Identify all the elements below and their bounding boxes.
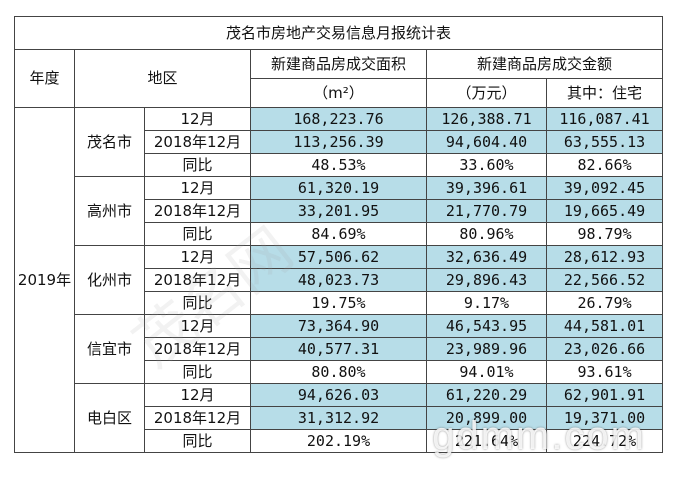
area-cell: 73,364.90 bbox=[250, 314, 427, 338]
residential-cell: 22,566.52 bbox=[545, 268, 664, 292]
amount-cell: 39,396.61 bbox=[426, 176, 547, 200]
table-row: 2019年 茂名市 12月 168,223.76 126,388.71 116,087.4… bbox=[14, 107, 664, 453]
amount-cell: 221.64% bbox=[426, 429, 547, 453]
period-cell: 2018年12月 bbox=[144, 337, 251, 361]
table-title: 茂名市房地产交易信息月报统计表 bbox=[13, 16, 664, 50]
table-row: 同比 202.19% 221.64% 224.72% bbox=[15, 429, 664, 453]
year-cell: 2019年 bbox=[14, 107, 75, 453]
header-residential: 其中：住宅 bbox=[545, 78, 664, 108]
residential-cell: 116,087.41 bbox=[545, 107, 664, 131]
period-cell: 2018年12月 bbox=[144, 268, 251, 292]
residential-cell: 23,026.66 bbox=[545, 337, 664, 361]
area-cell: 48.53% bbox=[250, 153, 427, 177]
residential-cell: 224.72% bbox=[545, 429, 664, 453]
table-row: 2018年12月 40,577.31 23,989.96 23,026.66 bbox=[15, 337, 664, 361]
period-cell: 2018年12月 bbox=[144, 406, 251, 430]
header-amount: 新建商品房成交金额 bbox=[425, 49, 664, 79]
city-cell: 茂名市 bbox=[74, 107, 145, 177]
amount-cell: 33.60% bbox=[426, 153, 547, 177]
amount-cell: 29,896.43 bbox=[426, 268, 547, 292]
table-row: 电白区 12月 94,626.03 61,220.29 62,901.91 bbox=[15, 383, 664, 453]
residential-cell: 93.61% bbox=[545, 360, 664, 384]
area-cell: 48,023.73 bbox=[250, 268, 427, 292]
table-row: 2018年12月 113,256.39 94,604.40 63,555.13 bbox=[15, 130, 664, 154]
table-row: 2018年12月 48,023.73 29,896.43 22,566.52 bbox=[15, 268, 664, 292]
residential-cell: 19,371.00 bbox=[545, 406, 664, 430]
area-cell: 113,256.39 bbox=[250, 130, 427, 154]
amount-cell: 80.96% bbox=[426, 222, 547, 246]
city-cell: 电白区 bbox=[74, 383, 145, 453]
period-cell: 同比 bbox=[144, 291, 251, 315]
residential-cell: 98.79% bbox=[545, 222, 664, 246]
city-cell: 高州市 bbox=[74, 176, 145, 246]
period-cell: 12月 bbox=[144, 176, 251, 200]
amount-cell: 21,770.79 bbox=[426, 199, 547, 223]
area-cell: 80.80% bbox=[250, 360, 427, 384]
area-cell: 94,626.03 bbox=[250, 383, 427, 407]
header-amount-unit: （万元） bbox=[426, 78, 547, 108]
residential-cell: 28,612.93 bbox=[545, 245, 664, 269]
period-cell: 12月 bbox=[144, 245, 251, 269]
amount-cell: 9.17% bbox=[426, 291, 547, 315]
area-cell: 168,223.76 bbox=[250, 107, 427, 131]
period-cell: 同比 bbox=[144, 360, 251, 384]
table-row: 同比 48.53% 33.60% 82.66% bbox=[15, 153, 664, 177]
area-cell: 84.69% bbox=[250, 222, 427, 246]
amount-cell: 94.01% bbox=[426, 360, 547, 384]
city-cell: 信宜市 bbox=[74, 314, 145, 384]
table-row: 2018年12月 33,201.95 21,770.79 19,665.49 bbox=[15, 199, 664, 223]
amount-cell: 126,388.71 bbox=[426, 107, 547, 131]
residential-cell: 62,901.91 bbox=[545, 383, 664, 407]
amount-cell: 23,989.96 bbox=[426, 337, 547, 361]
period-cell: 同比 bbox=[144, 153, 251, 177]
residential-cell: 26.79% bbox=[545, 291, 664, 315]
report-table: 茂名市房地产交易信息月报统计表 年度 地区 新建商品房成交面积 新建商品房成交金… bbox=[13, 16, 664, 453]
period-cell: 同比 bbox=[144, 429, 251, 453]
period-cell: 12月 bbox=[144, 314, 251, 338]
table-row: 信宜市 12月 73,364.90 46,543.95 44,581.01 bbox=[15, 314, 664, 384]
table-row: 化州市 12月 57,506.62 32,636.49 28,612.93 bbox=[15, 245, 664, 315]
area-cell: 202.19% bbox=[250, 429, 427, 453]
header-year: 年度 bbox=[14, 49, 75, 108]
amount-cell: 94,604.40 bbox=[426, 130, 547, 154]
residential-cell: 63,555.13 bbox=[545, 130, 664, 154]
area-cell: 31,312.92 bbox=[250, 406, 427, 430]
amount-cell: 61,220.29 bbox=[426, 383, 547, 407]
amount-cell: 20,899.00 bbox=[426, 406, 547, 430]
header-region: 地区 bbox=[74, 49, 251, 108]
period-cell: 12月 bbox=[144, 383, 251, 407]
amount-cell: 46,543.95 bbox=[426, 314, 547, 338]
residential-cell: 82.66% bbox=[545, 153, 664, 177]
period-cell: 同比 bbox=[144, 222, 251, 246]
area-cell: 61,320.19 bbox=[250, 176, 427, 200]
amount-cell: 32,636.49 bbox=[426, 245, 547, 269]
watermark-text: gdmm.com bbox=[432, 414, 646, 458]
period-cell: 2018年12月 bbox=[144, 130, 251, 154]
table-row: 高州市 12月 61,320.19 39,396.61 39,092.45 bbox=[15, 176, 664, 246]
header-area-unit: （m²） bbox=[250, 78, 427, 108]
area-cell: 57,506.62 bbox=[250, 245, 427, 269]
residential-cell: 19,665.49 bbox=[545, 199, 664, 223]
area-cell: 40,577.31 bbox=[250, 337, 427, 361]
area-cell: 19.75% bbox=[250, 291, 427, 315]
city-cell: 化州市 bbox=[74, 245, 145, 315]
area-cell: 33,201.95 bbox=[250, 199, 427, 223]
residential-cell: 44,581.01 bbox=[545, 314, 664, 338]
period-cell: 2018年12月 bbox=[144, 199, 251, 223]
residential-cell: 39,092.45 bbox=[545, 176, 664, 200]
table-row: 同比 80.80% 94.01% 93.61% bbox=[15, 360, 664, 384]
header-area: 新建商品房成交面积 bbox=[250, 49, 427, 79]
period-cell: 12月 bbox=[144, 107, 251, 131]
